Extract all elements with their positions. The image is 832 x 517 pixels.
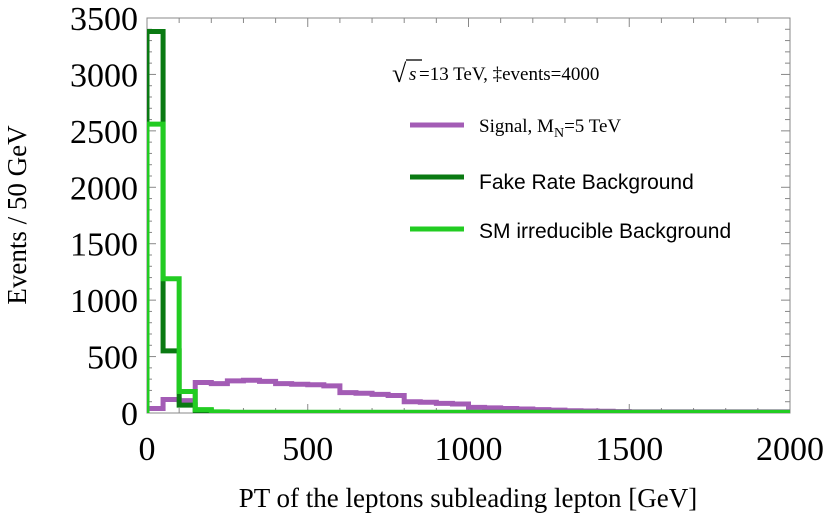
y-tick-label: 0 bbox=[121, 396, 138, 433]
energy-events-label: =13 TeV, ‡events=4000 bbox=[419, 64, 599, 85]
y-tick-label: 3000 bbox=[70, 57, 138, 94]
x-tick-label: 2000 bbox=[756, 431, 824, 468]
legend-label-sm-irreducible: SM irreducible Background bbox=[479, 220, 731, 243]
legend-label-signal-main: Signal, M bbox=[479, 116, 554, 137]
legend-label-signal: Signal, MN=5 TeV bbox=[479, 116, 621, 141]
x-tick-label: 500 bbox=[282, 431, 333, 468]
x-axis-title: PT of the leptons subleading lepton [GeV… bbox=[239, 483, 697, 513]
x-tick-label: 1000 bbox=[435, 431, 503, 468]
legend-label-signal-sub: N bbox=[554, 126, 564, 141]
y-tick-label: 2500 bbox=[70, 114, 138, 151]
x-tick-label: 0 bbox=[139, 431, 156, 468]
legend-label-signal-tail: =5 TeV bbox=[564, 116, 621, 137]
y-tick-label: 3500 bbox=[70, 1, 138, 38]
y-tick-label: 1500 bbox=[70, 227, 138, 264]
series-area bbox=[147, 29, 790, 413]
y-tick-label: 1000 bbox=[70, 283, 138, 320]
y-tick-label: 500 bbox=[87, 340, 138, 377]
energy-annotation: √ s =13 TeV, ‡events=4000 bbox=[392, 59, 599, 88]
legend-label-fake-rate: Fake Rate Background bbox=[479, 171, 694, 194]
sqrt-symbol: √ bbox=[392, 59, 407, 88]
legend: Signal, MN=5 TeV Fake Rate Background SM… bbox=[410, 116, 731, 243]
x-tick-labels: 0 500 1000 1500 2000 bbox=[139, 431, 825, 468]
x-tick-label: 1500 bbox=[595, 431, 663, 468]
sm-irreducible-background-series-line bbox=[147, 121, 790, 413]
y-tick-labels: 0 500 1000 1500 2000 2500 3000 3500 bbox=[70, 1, 138, 433]
y-tick-label: 2000 bbox=[70, 170, 138, 207]
y-axis-title: Events / 50 GeV bbox=[2, 125, 32, 305]
sqrt-s-label: s bbox=[409, 64, 416, 85]
